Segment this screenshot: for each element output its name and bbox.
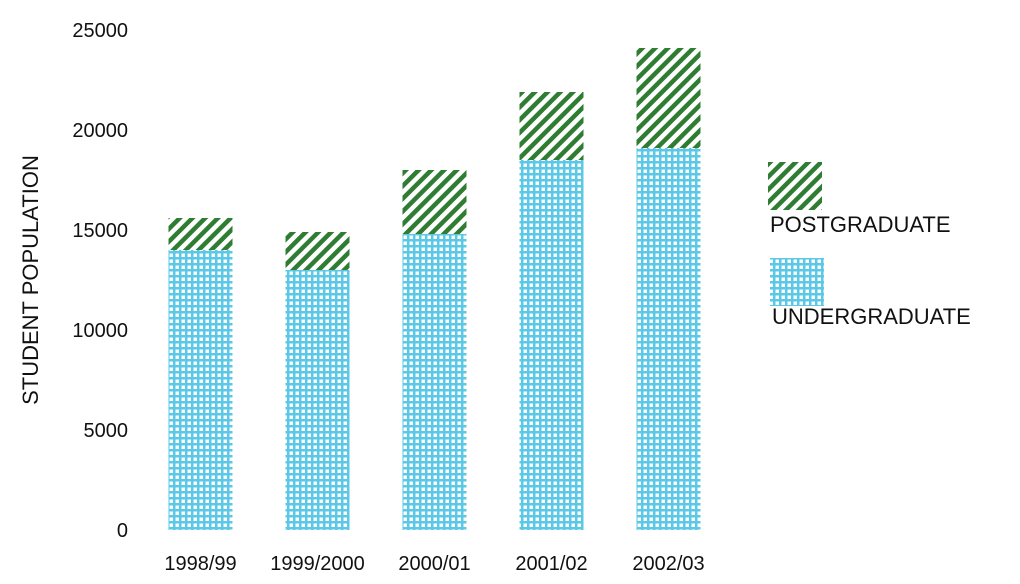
bar-undergraduate-1998-99 xyxy=(168,250,233,530)
legend-label-undergraduate: UNDERGRADUATE xyxy=(772,304,971,329)
bar-postgraduate-2002-03 xyxy=(636,48,701,148)
bars xyxy=(168,48,701,530)
y-tick-5000: 5000 xyxy=(84,420,129,442)
legend-swatch-undergraduate xyxy=(770,258,824,306)
legend-swatch-postgraduate xyxy=(768,162,822,210)
x-tick-1999-2000: 1999/2000 xyxy=(270,553,365,575)
bar-undergraduate-2001-02 xyxy=(519,160,584,530)
bar-undergraduate-2002-03 xyxy=(636,148,701,530)
y-tick-20000: 20000 xyxy=(72,120,128,142)
x-axis-labels: 1998/99 1999/2000 2000/01 2001/02 2002/03 xyxy=(164,553,704,575)
y-tick-25000: 25000 xyxy=(72,20,128,42)
x-tick-2002-03: 2002/03 xyxy=(632,553,704,575)
legend: POSTGRADUATE UNDERGRADUATE xyxy=(768,162,971,329)
y-tick-0: 0 xyxy=(117,520,128,542)
bar-postgraduate-2000-01 xyxy=(402,170,467,234)
bar-undergraduate-2000-01 xyxy=(402,234,467,530)
y-tick-10000: 10000 xyxy=(72,320,128,342)
bar-postgraduate-2001-02 xyxy=(519,92,584,160)
bar-postgraduate-1998-99 xyxy=(168,218,233,250)
bar-undergraduate-1999-2000 xyxy=(285,270,350,530)
bar-postgraduate-1999-2000 xyxy=(285,232,350,270)
legend-label-postgraduate: POSTGRADUATE xyxy=(770,212,951,237)
y-axis-ticks: 0 5000 10000 15000 20000 25000 xyxy=(72,20,128,542)
y-tick-15000: 15000 xyxy=(72,220,128,242)
x-tick-2001-02: 2001/02 xyxy=(515,553,587,575)
x-tick-2000-01: 2000/01 xyxy=(398,553,470,575)
y-axis-label: STUDENT POPULATION xyxy=(18,155,43,405)
x-tick-1998-99: 1998/99 xyxy=(164,553,236,575)
